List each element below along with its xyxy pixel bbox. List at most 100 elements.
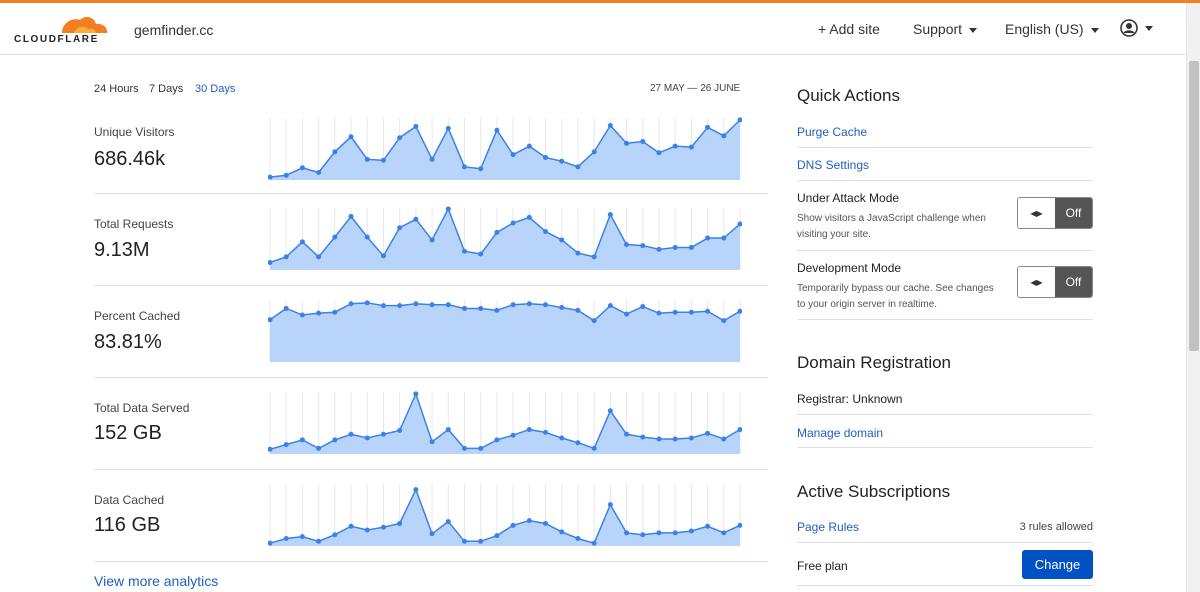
scrollbar-thumb[interactable] — [1189, 61, 1199, 351]
chart-point[interactable] — [672, 244, 678, 250]
chart-point[interactable] — [380, 157, 386, 163]
page-rules-link[interactable]: Page Rules — [797, 520, 860, 534]
add-site-button[interactable]: + Add site — [818, 21, 880, 37]
chart-point[interactable] — [364, 156, 370, 162]
range-24-hours[interactable]: 24 Hours — [94, 83, 139, 95]
chart-point[interactable] — [332, 234, 338, 240]
chart-point[interactable] — [559, 305, 565, 311]
range-30-days[interactable]: 30 Days — [195, 83, 236, 95]
chart-point[interactable] — [721, 436, 727, 442]
chart-point[interactable] — [316, 445, 322, 451]
chart-point[interactable] — [591, 445, 597, 451]
chart-point[interactable] — [478, 538, 484, 544]
chart-point[interactable] — [283, 254, 289, 260]
chart-point[interactable] — [543, 302, 549, 308]
chart-point[interactable] — [461, 305, 467, 311]
chart-point[interactable] — [348, 134, 354, 140]
chart-point[interactable] — [348, 301, 354, 307]
chart-point[interactable] — [656, 150, 662, 156]
chart-point[interactable] — [656, 246, 662, 252]
chart-point[interactable] — [510, 302, 516, 308]
chart-point[interactable] — [299, 437, 305, 443]
language-menu[interactable]: English (US) — [1005, 21, 1099, 37]
chart-point[interactable] — [380, 431, 386, 437]
chart-point[interactable] — [575, 164, 581, 170]
chart-point[interactable] — [397, 520, 403, 526]
chart-point[interactable] — [543, 228, 549, 234]
chart-point[interactable] — [672, 309, 678, 315]
chart-point[interactable] — [607, 408, 613, 414]
cloudflare-logo[interactable] — [14, 11, 114, 51]
chart-point[interactable] — [445, 519, 451, 525]
chart-point[interactable] — [268, 174, 273, 180]
chart-point[interactable] — [299, 312, 305, 318]
chart-point[interactable] — [510, 152, 516, 158]
chart-point[interactable] — [494, 307, 500, 313]
chart-point[interactable] — [299, 165, 305, 171]
chart-point[interactable] — [283, 172, 289, 178]
chart-point[interactable] — [737, 522, 743, 528]
chart-point[interactable] — [364, 527, 370, 533]
chart-point[interactable] — [672, 530, 678, 536]
change-plan-button[interactable]: Change — [1022, 550, 1093, 579]
chart-point[interactable] — [380, 253, 386, 259]
development-mode-toggle[interactable]: ◀▶ Off — [1017, 266, 1093, 298]
chart-point[interactable] — [332, 309, 338, 315]
chart-point[interactable] — [640, 243, 646, 249]
chart-point[interactable] — [413, 487, 419, 493]
chart-point[interactable] — [705, 308, 711, 314]
chart-point[interactable] — [461, 164, 467, 170]
chart-point[interactable] — [348, 431, 354, 437]
chart-point[interactable] — [591, 540, 597, 546]
chart-point[interactable] — [705, 235, 711, 241]
chart-point[interactable] — [607, 212, 613, 218]
account-menu[interactable] — [1120, 19, 1153, 38]
chart-point[interactable] — [705, 523, 711, 529]
chart-point[interactable] — [559, 237, 565, 243]
chart-point[interactable] — [543, 520, 549, 526]
chart-point[interactable] — [445, 206, 451, 212]
chart-point[interactable] — [624, 242, 630, 248]
chart-point[interactable] — [575, 307, 581, 313]
chart-point[interactable] — [559, 529, 565, 535]
chart-point[interactable] — [591, 254, 597, 260]
chart-point[interactable] — [478, 445, 484, 451]
chart-point[interactable] — [624, 530, 630, 536]
chart-point[interactable] — [494, 437, 500, 443]
chart-point[interactable] — [672, 436, 678, 442]
dns-settings-link[interactable]: DNS Settings — [797, 158, 870, 172]
chart-point[interactable] — [607, 502, 613, 508]
chart-point[interactable] — [332, 149, 338, 155]
chart-point[interactable] — [526, 427, 532, 433]
chart-point[interactable] — [559, 158, 565, 164]
chart-point[interactable] — [575, 440, 581, 446]
chart-point[interactable] — [283, 442, 289, 448]
scrollbar[interactable] — [1186, 3, 1200, 592]
chart-point[interactable] — [721, 530, 727, 536]
under-attack-toggle[interactable]: ◀▶ Off — [1017, 197, 1093, 229]
chart-point[interactable] — [640, 434, 646, 440]
chart-point[interactable] — [299, 534, 305, 540]
chart-point[interactable] — [688, 309, 694, 315]
site-name[interactable]: gemfinder.cc — [134, 22, 214, 38]
chart-point[interactable] — [526, 143, 532, 149]
chart-point[interactable] — [413, 216, 419, 222]
chart-point[interactable] — [591, 149, 597, 155]
chart-point[interactable] — [591, 318, 597, 324]
chart-point[interactable] — [624, 311, 630, 317]
chart-point[interactable] — [737, 308, 743, 314]
chart-point[interactable] — [348, 213, 354, 219]
chart-point[interactable] — [429, 237, 435, 243]
chart-point[interactable] — [316, 310, 322, 316]
chart-point[interactable] — [380, 303, 386, 309]
chart-point[interactable] — [656, 310, 662, 316]
chart-point[interactable] — [494, 533, 500, 539]
chart-point[interactable] — [348, 523, 354, 529]
chart-point[interactable] — [737, 221, 743, 227]
chart-point[interactable] — [397, 135, 403, 141]
chart-point[interactable] — [429, 156, 435, 162]
chart-point[interactable] — [397, 428, 403, 434]
chart-point[interactable] — [429, 439, 435, 445]
chart-point[interactable] — [445, 427, 451, 433]
chart-point[interactable] — [575, 250, 581, 256]
